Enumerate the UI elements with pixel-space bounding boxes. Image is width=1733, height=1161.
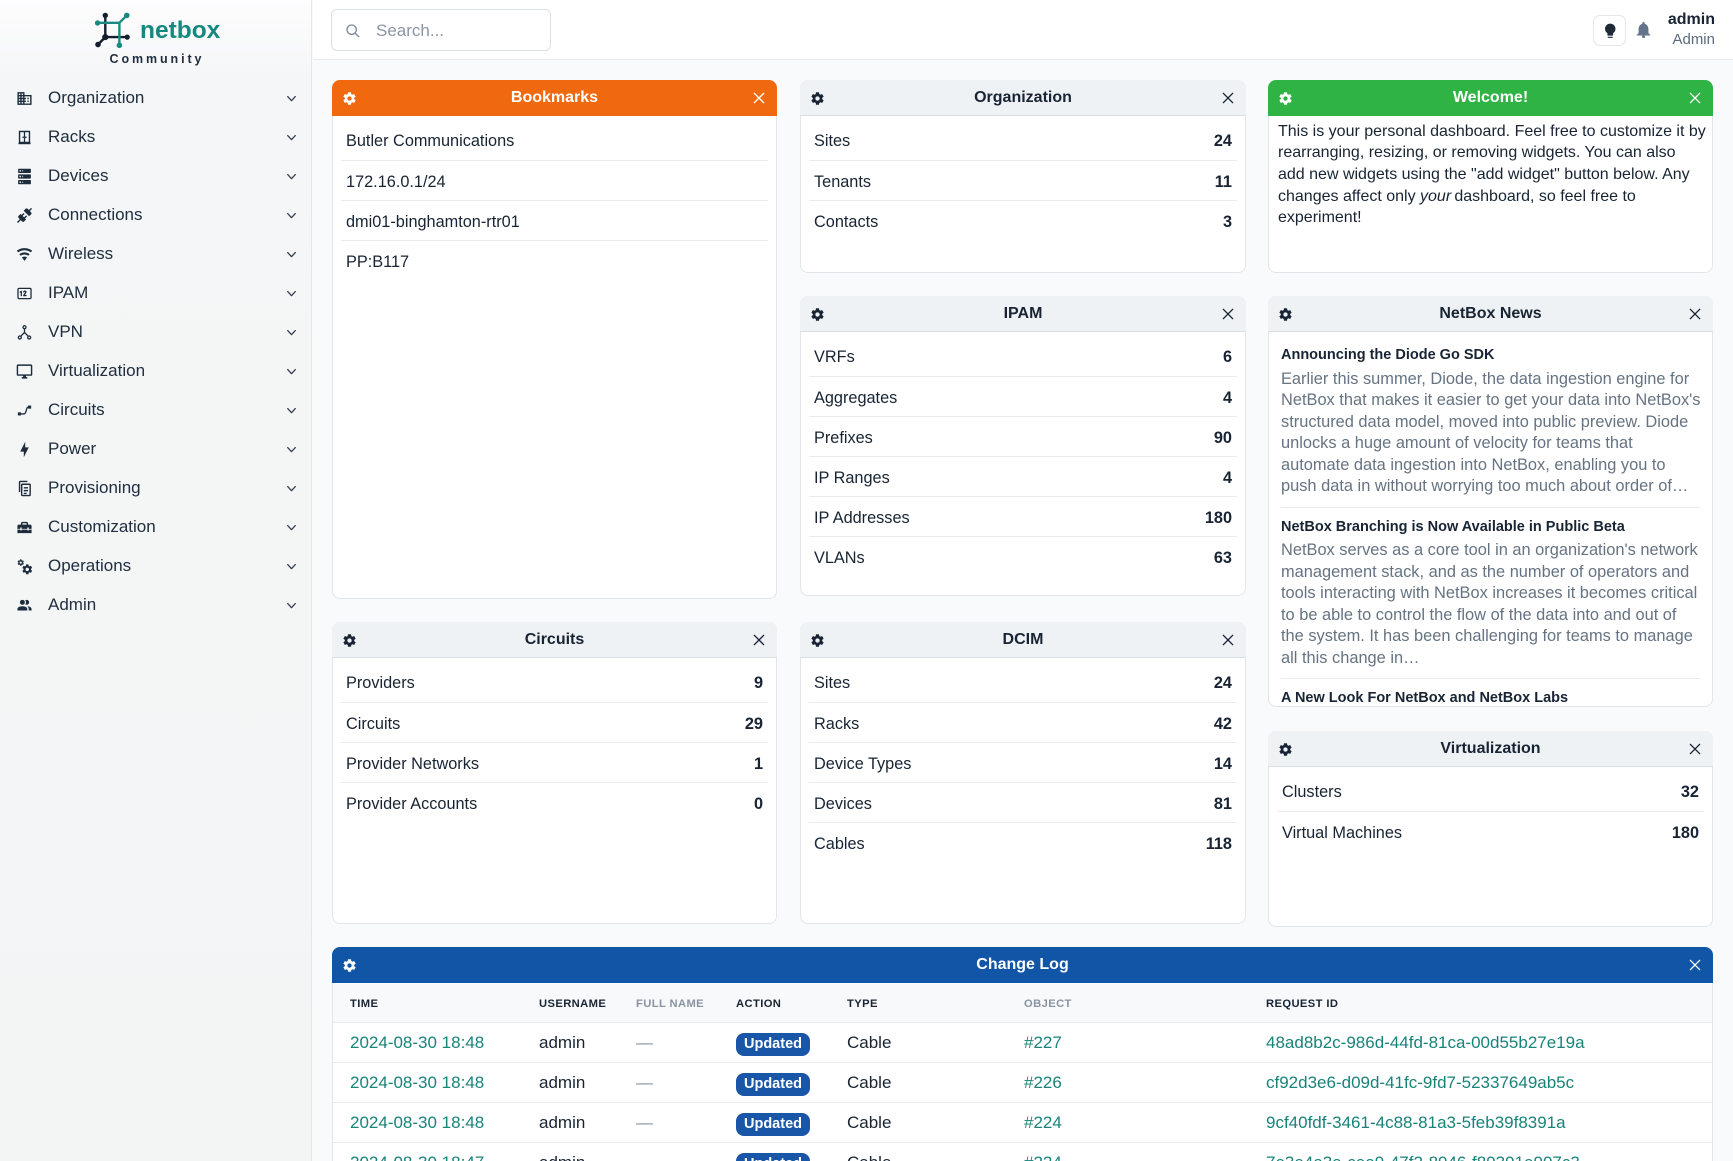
svg-text:netbox: netbox bbox=[140, 17, 221, 44]
